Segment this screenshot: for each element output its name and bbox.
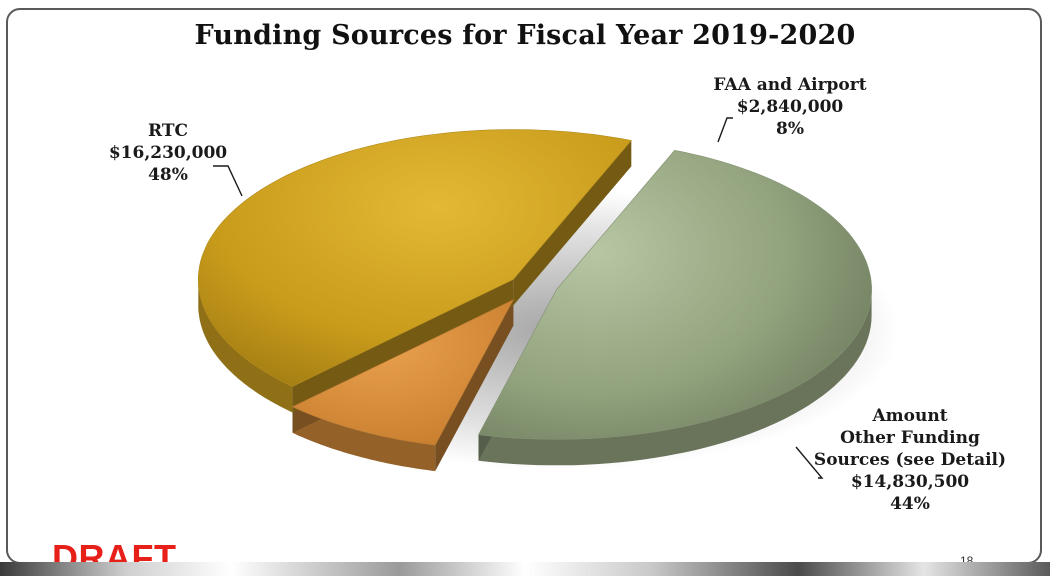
pie-slice-other <box>197 129 632 387</box>
slice-label-other-line1: Amount <box>872 406 948 426</box>
pie-slice-faa <box>291 299 515 446</box>
slide-bottom-strip <box>0 562 1050 576</box>
pie-slice-side-rtc <box>478 289 872 466</box>
pie-slice-cut-faa-0 <box>435 299 514 472</box>
pie-slice-side-other <box>198 279 293 413</box>
pie-slice-rtc <box>478 149 872 440</box>
leader-line-other <box>795 446 824 479</box>
slice-label-other: Amount Other Funding Sources (see Detail… <box>800 405 1020 515</box>
slice-label-rtc-name: RTC <box>147 121 188 141</box>
slice-label-faa-name: FAA and Airport <box>713 75 867 95</box>
leader-line-faa <box>717 117 733 143</box>
slice-label-faa-percent: 8% <box>776 119 804 139</box>
slice-label-other-value: $14,830,500 <box>850 472 970 492</box>
slice-label-other-percent: 44% <box>890 494 930 514</box>
pie-slice-cut-other-0 <box>292 279 514 413</box>
leader-line-rtc <box>213 165 243 197</box>
slice-label-faa-value: $2,840,000 <box>736 97 844 117</box>
slice-label-other-line3: Sources (see Detail) <box>813 450 1007 470</box>
slice-label-rtc: RTC $16,230,000 48% <box>88 120 248 186</box>
pie-slice-cut-other-1 <box>513 140 632 306</box>
slice-label-rtc-percent: 48% <box>148 165 188 185</box>
pie-slice-side-faa <box>292 406 436 472</box>
slice-label-faa: FAA and Airport $2,840,000 8% <box>680 74 900 140</box>
chart-title: Funding Sources for Fiscal Year 2019-202… <box>194 20 856 51</box>
slice-label-rtc-value: $16,230,000 <box>108 143 228 163</box>
slice-label-other-line2: Other Funding <box>840 428 980 448</box>
